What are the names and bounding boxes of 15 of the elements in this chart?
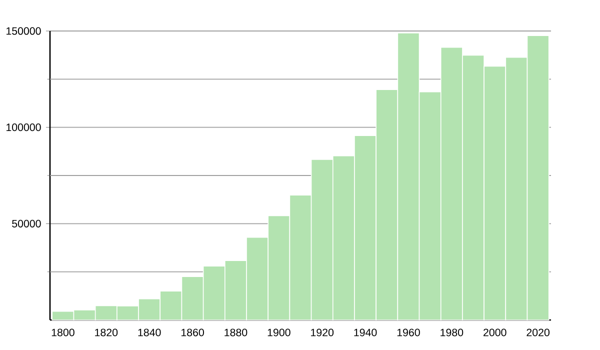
x-tick-label: 1840 xyxy=(138,328,161,336)
x-tick-label: 2000 xyxy=(484,328,506,336)
x-tick-label: 1960 xyxy=(397,328,420,336)
y-tick-label: 150000 xyxy=(6,27,41,35)
x-tick-label: 1880 xyxy=(224,328,248,336)
y-tick-label: 50000 xyxy=(12,220,41,228)
x-tick-label: 1860 xyxy=(181,328,204,336)
y-tick-label: 100000 xyxy=(6,124,41,132)
x-tick-label: 1940 xyxy=(354,328,377,336)
x-tick-label: 1800 xyxy=(52,328,74,336)
x-tick-label: 1980 xyxy=(440,328,464,336)
x-tick-label: 2020 xyxy=(526,328,550,336)
x-tick-label: 1900 xyxy=(268,328,290,336)
x-tick-label: 1920 xyxy=(311,328,334,336)
x-tick-label: 1820 xyxy=(95,328,118,336)
